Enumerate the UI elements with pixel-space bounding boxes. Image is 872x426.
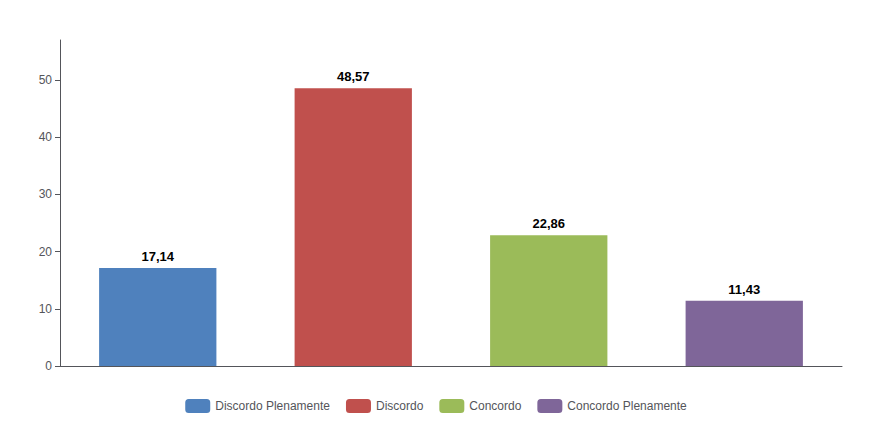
svg-text:Concordo Plenamente: Concordo Plenamente (567, 399, 687, 413)
svg-text:30: 30 (39, 187, 53, 201)
svg-text:Discordo: Discordo (376, 399, 424, 413)
svg-text:10: 10 (39, 302, 53, 316)
svg-text:11,43: 11,43 (728, 282, 760, 297)
svg-text:22,86: 22,86 (532, 216, 565, 231)
svg-text:0: 0 (45, 359, 52, 373)
svg-text:48,57: 48,57 (337, 69, 370, 84)
svg-text:50: 50 (39, 73, 53, 87)
svg-text:40: 40 (39, 130, 53, 144)
svg-text:Discordo Plenamente: Discordo Plenamente (215, 399, 330, 413)
svg-text:20: 20 (39, 245, 53, 259)
svg-text:Concordo: Concordo (469, 399, 521, 413)
svg-text:17,14: 17,14 (141, 249, 174, 264)
